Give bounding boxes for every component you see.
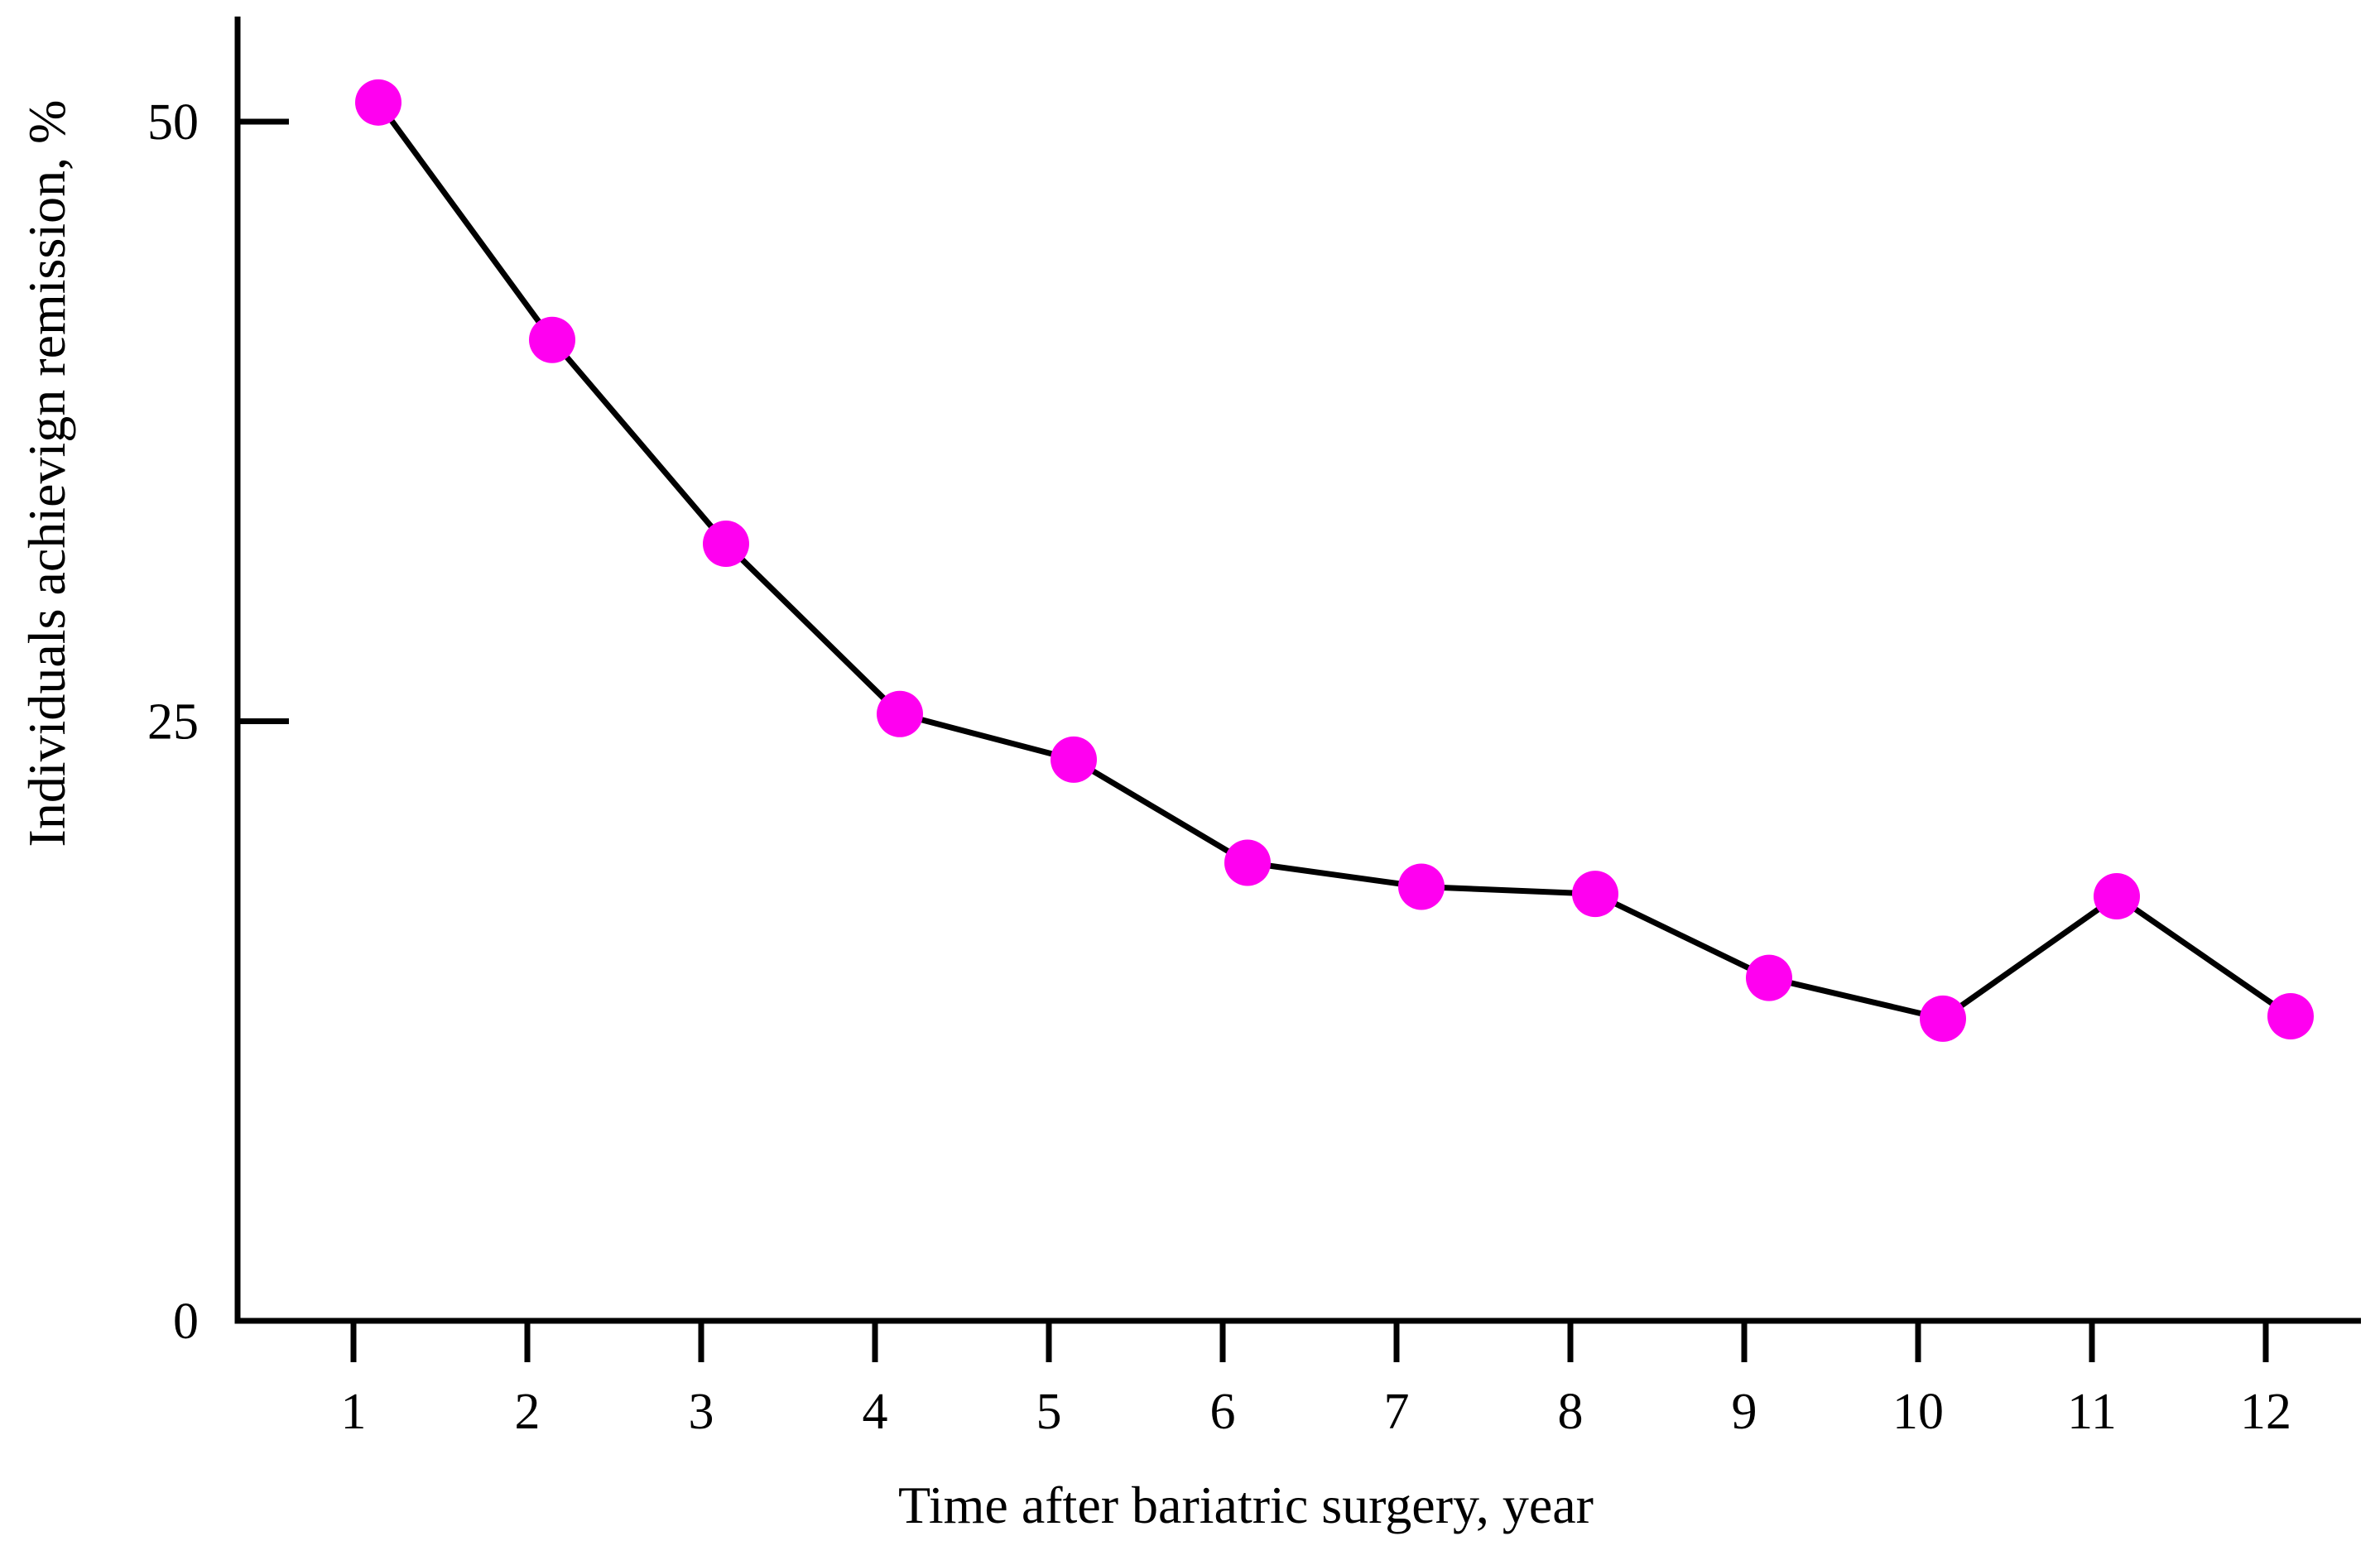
data-point	[2267, 992, 2314, 1039]
data-point	[703, 521, 749, 568]
y-axis-title: Individuals achievign remission, %	[17, 100, 76, 847]
series-line	[376, 100, 2292, 1022]
data-point	[529, 316, 575, 363]
x-axis-title: Time after bariatric surgery, year	[898, 1476, 1594, 1534]
x-tick-label: 6	[1210, 1384, 1236, 1440]
x-tick-label: 5	[1036, 1384, 1062, 1440]
y-tick-label: 25	[147, 694, 199, 751]
data-point	[1224, 839, 1271, 886]
data-point	[877, 690, 923, 737]
x-tick-label: 3	[689, 1384, 714, 1440]
x-tick-label: 4	[863, 1384, 888, 1440]
x-tick-label: 12	[2240, 1384, 2291, 1440]
data-point	[1051, 736, 1097, 783]
x-tick-label: 8	[1558, 1384, 1584, 1440]
x-tick-label: 2	[515, 1384, 541, 1440]
data-series	[355, 79, 2314, 1042]
x-tick-label: 9	[1732, 1384, 1757, 1440]
data-point	[2094, 873, 2140, 920]
data-point	[1572, 871, 1618, 918]
y-tick-label: 50	[147, 94, 199, 151]
data-point	[355, 79, 401, 126]
data-point	[1746, 954, 1792, 1001]
x-tick-label: 7	[1384, 1384, 1410, 1440]
x-tick-label: 10	[1892, 1384, 1944, 1440]
x-tick-label: 11	[2067, 1384, 2117, 1440]
data-point	[1398, 863, 1445, 910]
data-point	[1920, 995, 1966, 1042]
x-tick-label: 1	[341, 1384, 367, 1440]
y-tick-label: 0	[173, 1294, 199, 1350]
